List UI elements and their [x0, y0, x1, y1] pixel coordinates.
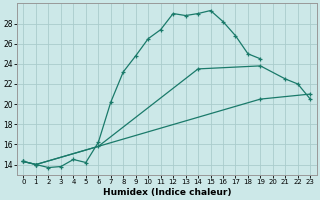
X-axis label: Humidex (Indice chaleur): Humidex (Indice chaleur): [103, 188, 231, 197]
